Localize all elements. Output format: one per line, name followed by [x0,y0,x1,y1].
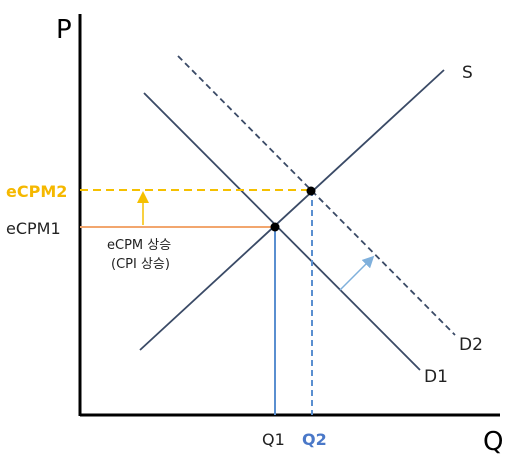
demand-curve-d2 [177,55,456,336]
y-axis-label: P [56,15,72,45]
demand2-curve-label: D2 [459,335,483,355]
demand-shift-arrow [339,255,375,291]
q2-label: Q2 [302,430,327,449]
x-axis-label: Q [483,427,503,457]
annotation-line-2: (CPI 상승) [111,257,170,272]
annotation-line-1: eCPM 상승 [107,238,171,253]
q1-label: Q1 [262,430,285,449]
equilibrium-point-2 [306,186,316,196]
demand-curve-d1 [143,92,421,371]
ecpm2-label: eCPM2 [6,182,67,201]
supply-curve [139,69,445,351]
ecpm1-label: eCPM1 [6,219,61,238]
demand1-curve-label: D1 [424,367,448,387]
equilibrium-point-1 [270,222,280,232]
supply-curve-label: S [462,63,473,83]
